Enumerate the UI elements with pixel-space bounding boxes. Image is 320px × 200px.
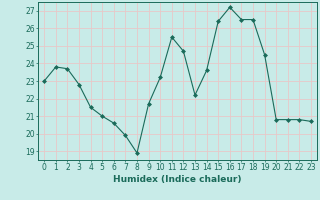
X-axis label: Humidex (Indice chaleur): Humidex (Indice chaleur): [113, 175, 242, 184]
